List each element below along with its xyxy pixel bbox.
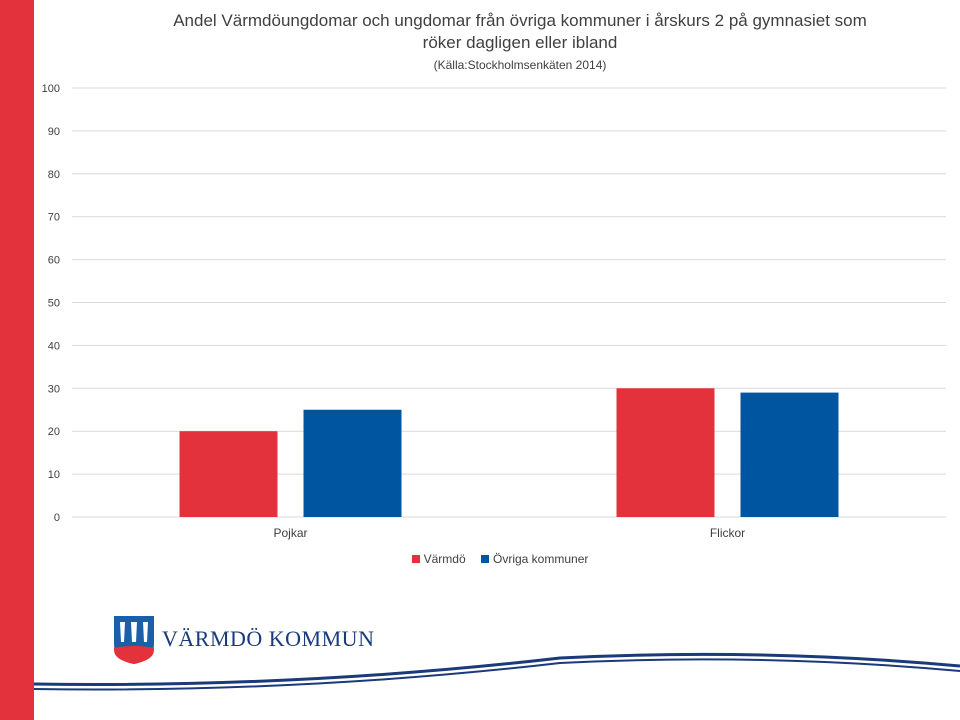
legend-swatch-ovriga: [481, 555, 489, 563]
chart-subtitle: (Källa:Stockholmsenkäten 2014): [433, 58, 607, 72]
chart-title-block: Andel Värmdöungdomar och ungdomar från ö…: [110, 10, 930, 74]
chart-title-line-2: röker dagligen eller ibland: [422, 33, 618, 52]
bar: [179, 431, 278, 517]
decorative-waves: [33, 652, 960, 691]
chart-title-line-1: Andel Värmdöungdomar och ungdomar från ö…: [173, 11, 867, 30]
y-tick-label: 80: [48, 169, 60, 181]
legend-item-ovriga: Övriga kommuner: [481, 552, 588, 566]
bar: [740, 392, 839, 517]
y-tick-label: 50: [48, 298, 60, 310]
legend-item-varmdo: Värmdö: [411, 552, 466, 566]
legend-label-varmdo: Värmdö: [423, 552, 466, 566]
legend-label-ovriga: Övriga kommuner: [493, 552, 589, 566]
side-accent-bar: [0, 0, 34, 720]
y-tick-label: 70: [48, 212, 60, 224]
bar: [616, 388, 715, 517]
legend-swatch-varmdo: [411, 555, 420, 563]
y-tick-label: 60: [48, 255, 60, 267]
y-tick-label: 100: [42, 83, 60, 95]
logo-text: VÄRMDÖ KOMMUN: [162, 626, 375, 651]
y-tick-label: 40: [48, 340, 60, 352]
x-tick-label: Pojkar: [273, 526, 307, 540]
bar-chart: 0 10 20 30 40 50 60 70 80 90 100 Pojkar Flickor: [42, 83, 946, 540]
y-tick-label: 30: [48, 383, 60, 395]
y-tick-label: 20: [48, 426, 60, 438]
bar: [303, 409, 402, 517]
varmdo-coat-of-arms-icon: [114, 616, 154, 664]
y-tick-label: 90: [48, 126, 60, 138]
y-tick-label: 0: [54, 512, 60, 524]
x-tick-label: Flickor: [710, 526, 745, 540]
chart-legend: Värmdö Övriga kommuner: [0, 552, 960, 566]
y-tick-label: 10: [48, 469, 60, 481]
